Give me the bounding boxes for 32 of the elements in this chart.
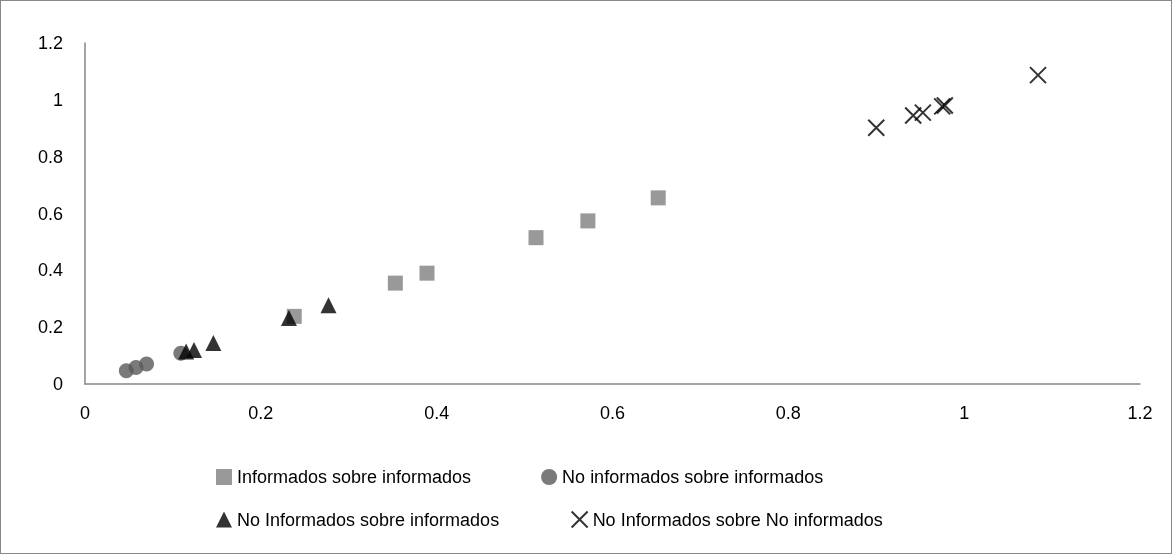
y-tick-label: 0.2 (37, 317, 63, 338)
legend-label: No Informados sobre No informados (592, 509, 883, 530)
point (904, 106, 923, 125)
y-tick-label: 0.6 (37, 203, 63, 224)
point (320, 297, 337, 314)
point (419, 265, 435, 281)
point (580, 213, 596, 229)
y-tick-label: 0 (52, 374, 63, 394)
y-tick-label: 1 (52, 89, 63, 110)
y-tick-label: 0.8 (37, 146, 63, 167)
point (650, 190, 666, 206)
legend-label: No informados sobre informados (562, 467, 824, 487)
legend-label: No Informados sobre informados (237, 509, 500, 530)
x-tick-label: 0.2 (248, 403, 274, 423)
point (913, 103, 932, 122)
point (280, 310, 297, 327)
x-tick-label: 0.8 (775, 403, 801, 423)
point (186, 341, 203, 358)
point (1029, 66, 1048, 85)
y-tick-label: 1.2 (37, 33, 63, 53)
x-tick-label: 0 (79, 403, 91, 423)
x-tick-label: 0.4 (424, 403, 450, 423)
point (387, 275, 403, 291)
point (528, 230, 544, 246)
legend-label: Informados sobre informados (237, 467, 472, 487)
y-tick-label: 0.4 (37, 260, 63, 281)
point (867, 118, 886, 137)
point (139, 356, 155, 372)
x-tick-label: 1 (959, 403, 970, 423)
point (205, 335, 222, 352)
x-tick-label: 0.6 (599, 403, 626, 423)
x-tick-label: 1.2 (1127, 403, 1153, 423)
